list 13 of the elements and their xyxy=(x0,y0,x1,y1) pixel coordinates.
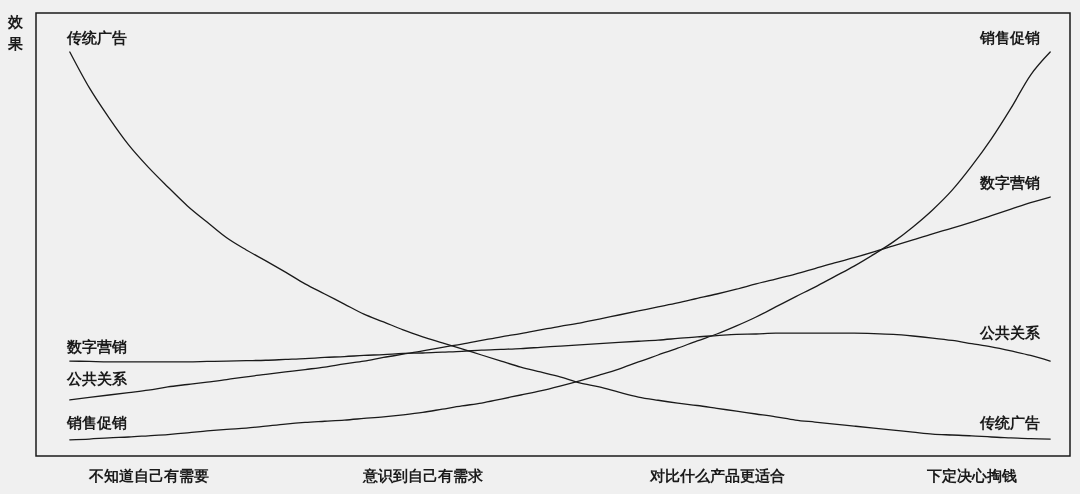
x-tick-label: 下定决心掏钱 xyxy=(926,466,1018,485)
y-axis-title: 效果 xyxy=(7,12,24,53)
series-label: 数字营销 xyxy=(979,174,1041,193)
series-label: 传统广告 xyxy=(979,414,1041,433)
x-tick-label: 意识到自己有需求 xyxy=(362,466,485,485)
annotation: 公共关系 xyxy=(65,369,128,388)
x-tick-label: 不知道自己有需要 xyxy=(87,466,209,485)
annotation: 销售促销 xyxy=(65,414,127,433)
x-tick-label: 对比什么产品更适合 xyxy=(648,466,785,485)
annotation: 数字营销 xyxy=(65,338,127,357)
text: 传统广告 xyxy=(65,29,127,47)
series-label: 公共关系 xyxy=(979,323,1042,342)
series-label: 销售促销 xyxy=(979,29,1041,47)
